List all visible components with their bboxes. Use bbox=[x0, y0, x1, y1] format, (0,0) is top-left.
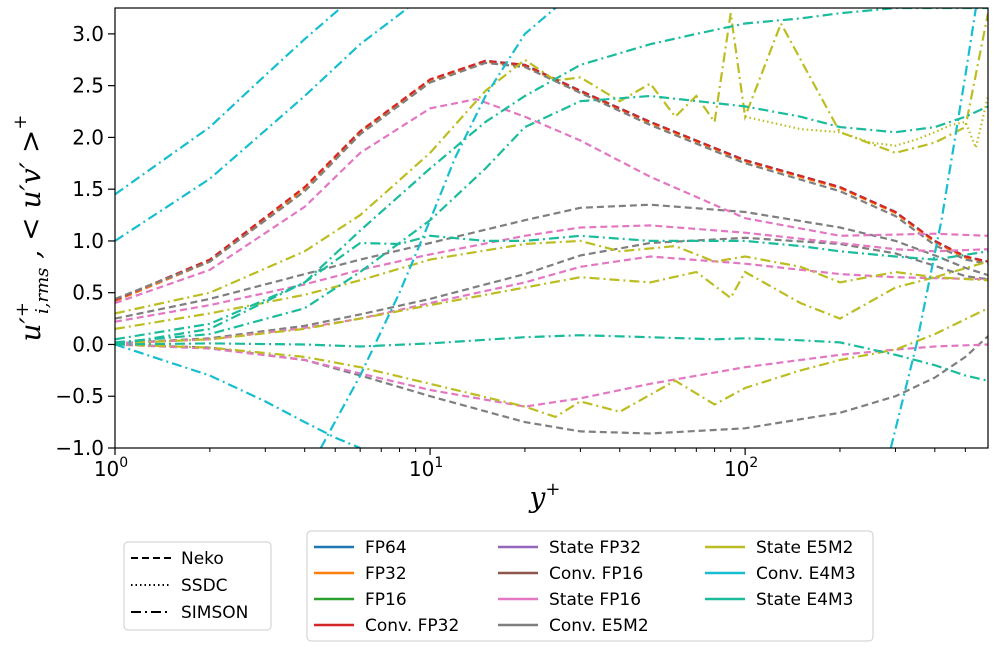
y-axis: −1.0 −0.5 0.0 0.5 1.0 1.5 2.0 2.5 3.0 bbox=[55, 22, 115, 460]
legend-color-label: FP32 bbox=[365, 564, 407, 584]
y-tick-label: 2.0 bbox=[72, 125, 104, 149]
x-tick-label: 100 bbox=[94, 455, 128, 481]
legend-color-label: State FP32 bbox=[549, 538, 641, 558]
series-line-state-fp16-w-rms bbox=[115, 224, 988, 323]
legend-color-label: Conv. FP32 bbox=[365, 616, 459, 636]
series-line-state-e5m2-noisy-tail bbox=[744, 95, 988, 152]
y-tick-label: 1.5 bbox=[72, 177, 104, 201]
legend-colors: FP64 FP32 FP16 Conv. FP32 State FP32 Conv. FP… bbox=[306, 530, 874, 642]
x-axis: 100 101 102 bbox=[94, 448, 966, 481]
series-line-state-fp16-v-rms bbox=[115, 255, 988, 345]
series-line-conv-e4m3-v-rms bbox=[319, 8, 557, 448]
legend-color-label: State E4M3 bbox=[756, 590, 853, 610]
series-line-conv-e5m2-w-rms bbox=[115, 203, 988, 320]
series-line-conv-fp32-u-rms bbox=[115, 59, 988, 302]
y-tick-label: 2.5 bbox=[72, 74, 104, 98]
x-tick-label: 102 bbox=[724, 455, 758, 481]
series-line-state-e4m3-uv bbox=[115, 334, 988, 382]
series-line-state-fp16-uv bbox=[115, 343, 988, 408]
series-line-conv-e4m3-u-rms bbox=[115, 8, 342, 196]
legend-color-label: Conv. E4M3 bbox=[756, 564, 856, 584]
legend-color-label: State E5M2 bbox=[756, 538, 853, 558]
legend-color-label: Conv. FP16 bbox=[549, 564, 643, 584]
series-line-state-fp16-u-rms bbox=[115, 97, 988, 305]
legend-linestyle-label: SIMSON bbox=[181, 603, 248, 623]
series-line-conv-e4m3-w-rms bbox=[115, 8, 409, 242]
series-line-state-e5m2-w-rms bbox=[115, 239, 988, 330]
series-line-state-e4m3-w-rms bbox=[115, 94, 988, 344]
legend-linestyle-label: Neko bbox=[181, 549, 224, 569]
legend-color-label: FP64 bbox=[365, 538, 407, 558]
series-line-state-e4m3-v-rms bbox=[115, 234, 988, 346]
series-line-state-e5m2-uv bbox=[115, 307, 988, 419]
series-line-conv-e5m2-v-rms bbox=[115, 236, 988, 345]
series-line-conv-e4m3-late bbox=[889, 8, 977, 448]
legend-color-label: FP16 bbox=[365, 590, 407, 610]
legend-linestyle-label: SSDC bbox=[181, 576, 228, 596]
y-tick-label: 3.0 bbox=[72, 22, 104, 46]
series-line-state-e5m2-u-rms bbox=[115, 12, 988, 315]
y-tick-label: 1.0 bbox=[72, 229, 104, 253]
legend-colors-box bbox=[306, 530, 874, 642]
legend-color-label: Conv. E5M2 bbox=[549, 616, 649, 636]
y-tick-label: 0.0 bbox=[72, 332, 104, 356]
y-axis-label: u′+i,rms , < u′v′ >+ bbox=[10, 115, 53, 342]
series-layer bbox=[115, 8, 988, 448]
series-line-state-e5m2-v-rms bbox=[115, 270, 988, 345]
series-line-conv-e5m2-u-rms bbox=[115, 61, 988, 300]
legend-linestyles-box bbox=[123, 541, 272, 631]
plot-frame bbox=[114, 7, 989, 449]
legend-linestyles: Neko SSDC SIMSON bbox=[123, 541, 272, 631]
x-tick-label: 101 bbox=[409, 455, 443, 481]
legend-color-label: State FP16 bbox=[549, 590, 641, 610]
y-tick-label: 0.5 bbox=[72, 281, 104, 305]
y-tick-label: −0.5 bbox=[55, 384, 104, 408]
series-line-conv-e4m3-uv bbox=[115, 343, 361, 448]
y-tick-label: −1.0 bbox=[55, 436, 104, 460]
series-line-state-e4m3-u-rms bbox=[115, 8, 988, 341]
